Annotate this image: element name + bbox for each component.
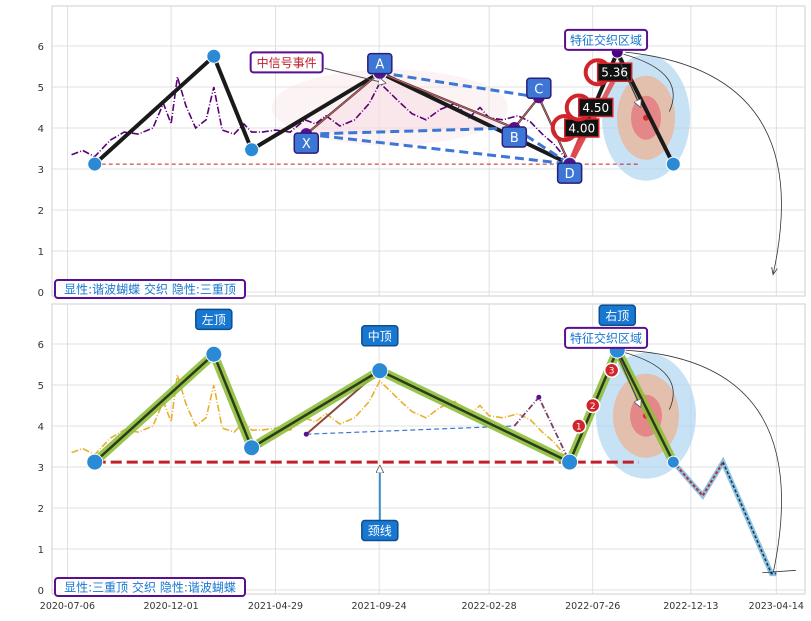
marker-label-2: 2 (590, 402, 596, 412)
feature-zone-label-box (564, 28, 649, 51)
pattern-type-label-box (54, 577, 246, 597)
hidden-point-x (303, 431, 309, 437)
projection-line-b (722, 461, 777, 575)
y-tick-label: 3 (38, 165, 44, 176)
y-tick-label: 1 (38, 247, 44, 258)
target-tag-2 (578, 97, 614, 118)
zigzag-node (665, 156, 681, 172)
pattern-type-label: 显性:三重顶 交织 隐性:谐波蝴蝶 (64, 580, 236, 595)
zigzag-node (205, 345, 223, 363)
y-tick-label: 2 (38, 504, 44, 515)
y-tick-label: 4 (38, 422, 44, 433)
harmonic-leg-XB (306, 126, 515, 136)
pattern-label-c: C (534, 82, 543, 97)
label-5: 特征交织区域 (570, 330, 642, 345)
hidden-point-c (536, 394, 542, 400)
pattern-label-x: X (302, 137, 311, 152)
panel-2-frame (51, 303, 806, 595)
label-4-box (361, 519, 399, 542)
pattern-xab-region (306, 72, 515, 135)
pattern-label-box (293, 132, 320, 154)
x-tick-label: 2020-07-06 (40, 601, 95, 612)
pattern-type-label: 显性:谐波蝴蝶 交织 隐性:三重顶 (64, 282, 236, 297)
marker-label-1: 1 (576, 423, 582, 433)
label-3: 右顶 (605, 308, 629, 323)
harmonic-leg-AC (379, 71, 540, 99)
y-tick-label: 2 (38, 206, 44, 217)
pattern-label-box (367, 52, 393, 75)
y-tick-label: 3 (38, 463, 44, 474)
projection-curve (625, 51, 782, 273)
harmonic-leg-XD (306, 132, 570, 166)
y-tick-label: 6 (38, 42, 44, 53)
signal-event-label: 中信号事件 (257, 55, 317, 70)
target-bar-3 (567, 69, 621, 167)
pattern-label-a: A (375, 58, 384, 73)
zigzag-node (244, 142, 260, 158)
target-label-2: 4.50 (582, 101, 609, 115)
marker-1 (570, 418, 587, 434)
x-tick-label: 2022-02-28 (461, 601, 516, 612)
y-tick-label: 1 (38, 545, 44, 556)
projection-curve-short (623, 351, 674, 410)
projection-arrow (616, 55, 640, 106)
pattern-label-b: B (510, 131, 519, 146)
signal-event-label-box (249, 51, 324, 74)
y-tick-label: 0 (38, 586, 44, 597)
y-tick-label: 6 (38, 340, 44, 351)
label-5-box (564, 326, 649, 349)
label-3-box (598, 304, 637, 327)
pattern-label-d: D (565, 167, 575, 182)
hidden-harmonic-xb (306, 425, 515, 435)
zigzag-node (666, 455, 680, 469)
zigzag-node (86, 453, 104, 471)
label-4: 颈线 (368, 524, 392, 538)
zigzag-node (561, 453, 579, 471)
zigzag-node (87, 156, 103, 172)
x-tick-label: 2021-09-24 (352, 601, 407, 612)
y-tick-label: 0 (38, 288, 44, 299)
x-tick-label: 2022-12-13 (663, 601, 718, 612)
panel-1-frame (51, 5, 806, 297)
y-tick-label: 4 (38, 124, 44, 135)
zigzag-node (243, 439, 261, 457)
x-tick-label: 2022-07-26 (565, 601, 620, 612)
label-1-box (195, 308, 233, 331)
x-tick-label: 2021-04-29 (248, 601, 303, 612)
pattern-label-box (526, 77, 552, 99)
label-1: 左顶 (202, 312, 226, 327)
pattern-type-label-box (54, 279, 246, 299)
x-tick-label: 2023-04-14 (749, 601, 804, 612)
projection-arrow (616, 353, 640, 406)
x-tick-label: 2020-12-01 (143, 601, 198, 612)
harmonic-leg-BD (513, 126, 571, 166)
pattern-label-box (556, 162, 583, 184)
y-tick-label: 5 (38, 83, 44, 94)
projection-tail (762, 569, 796, 574)
target-label-3: 5.36 (601, 66, 628, 80)
projection-line-a (672, 461, 724, 498)
zigzag-node (371, 362, 389, 380)
feature-zone-label: 特征交织区域 (570, 32, 642, 47)
marker-label-3: 3 (609, 367, 615, 377)
target-label-1: 4.00 (568, 122, 595, 136)
projection-curve (623, 349, 782, 572)
zigzag-node (206, 48, 222, 64)
label-2: 中顶 (368, 328, 392, 343)
signal-event-pointer (324, 67, 385, 83)
marker-2 (585, 397, 601, 414)
marker-3 (603, 362, 620, 378)
projection-curve-short (623, 53, 674, 112)
label-2-box (361, 325, 399, 347)
pattern-label-box (501, 126, 528, 148)
pattern-halo (271, 69, 508, 146)
y-tick-label: 5 (38, 381, 44, 392)
